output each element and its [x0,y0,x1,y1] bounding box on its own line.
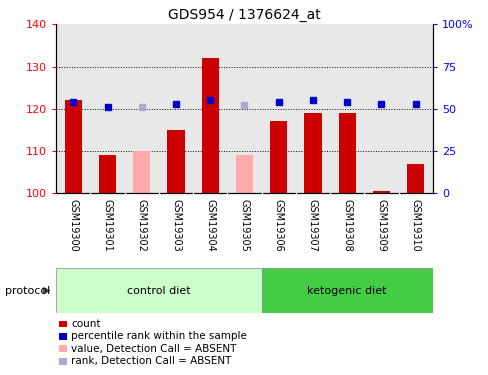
Text: protocol: protocol [5,286,50,296]
Text: GSM19301: GSM19301 [102,199,112,252]
Bar [201,58,218,193]
Text: rank, Detection Call = ABSENT: rank, Detection Call = ABSENT [71,356,231,366]
Text: GSM19309: GSM19309 [376,199,386,252]
Bar [235,155,253,193]
Bar [56,268,261,313]
Bar [261,268,432,313]
Text: GSM19310: GSM19310 [410,199,420,252]
Text: count: count [71,319,101,329]
Text: GSM19303: GSM19303 [171,199,181,252]
Bar [133,151,150,193]
Title: GDS954 / 1376624_at: GDS954 / 1376624_at [168,8,320,22]
Text: control diet: control diet [127,286,190,296]
Bar [167,130,184,193]
Text: value, Detection Call = ABSENT: value, Detection Call = ABSENT [71,344,236,354]
Bar [99,155,116,193]
Text: GSM19302: GSM19302 [137,199,146,252]
Bar [304,113,321,193]
Text: GSM19305: GSM19305 [239,199,249,252]
Bar [64,100,81,193]
Bar [269,122,286,193]
Text: GSM19304: GSM19304 [205,199,215,252]
Text: GSM19308: GSM19308 [342,199,351,252]
Bar [406,164,423,193]
Text: GSM19307: GSM19307 [307,199,317,252]
Text: GSM19300: GSM19300 [68,199,78,252]
Text: percentile rank within the sample: percentile rank within the sample [71,332,247,341]
Text: GSM19306: GSM19306 [273,199,283,252]
Bar [372,191,389,193]
Text: ketogenic diet: ketogenic diet [307,286,386,296]
Bar [338,113,355,193]
